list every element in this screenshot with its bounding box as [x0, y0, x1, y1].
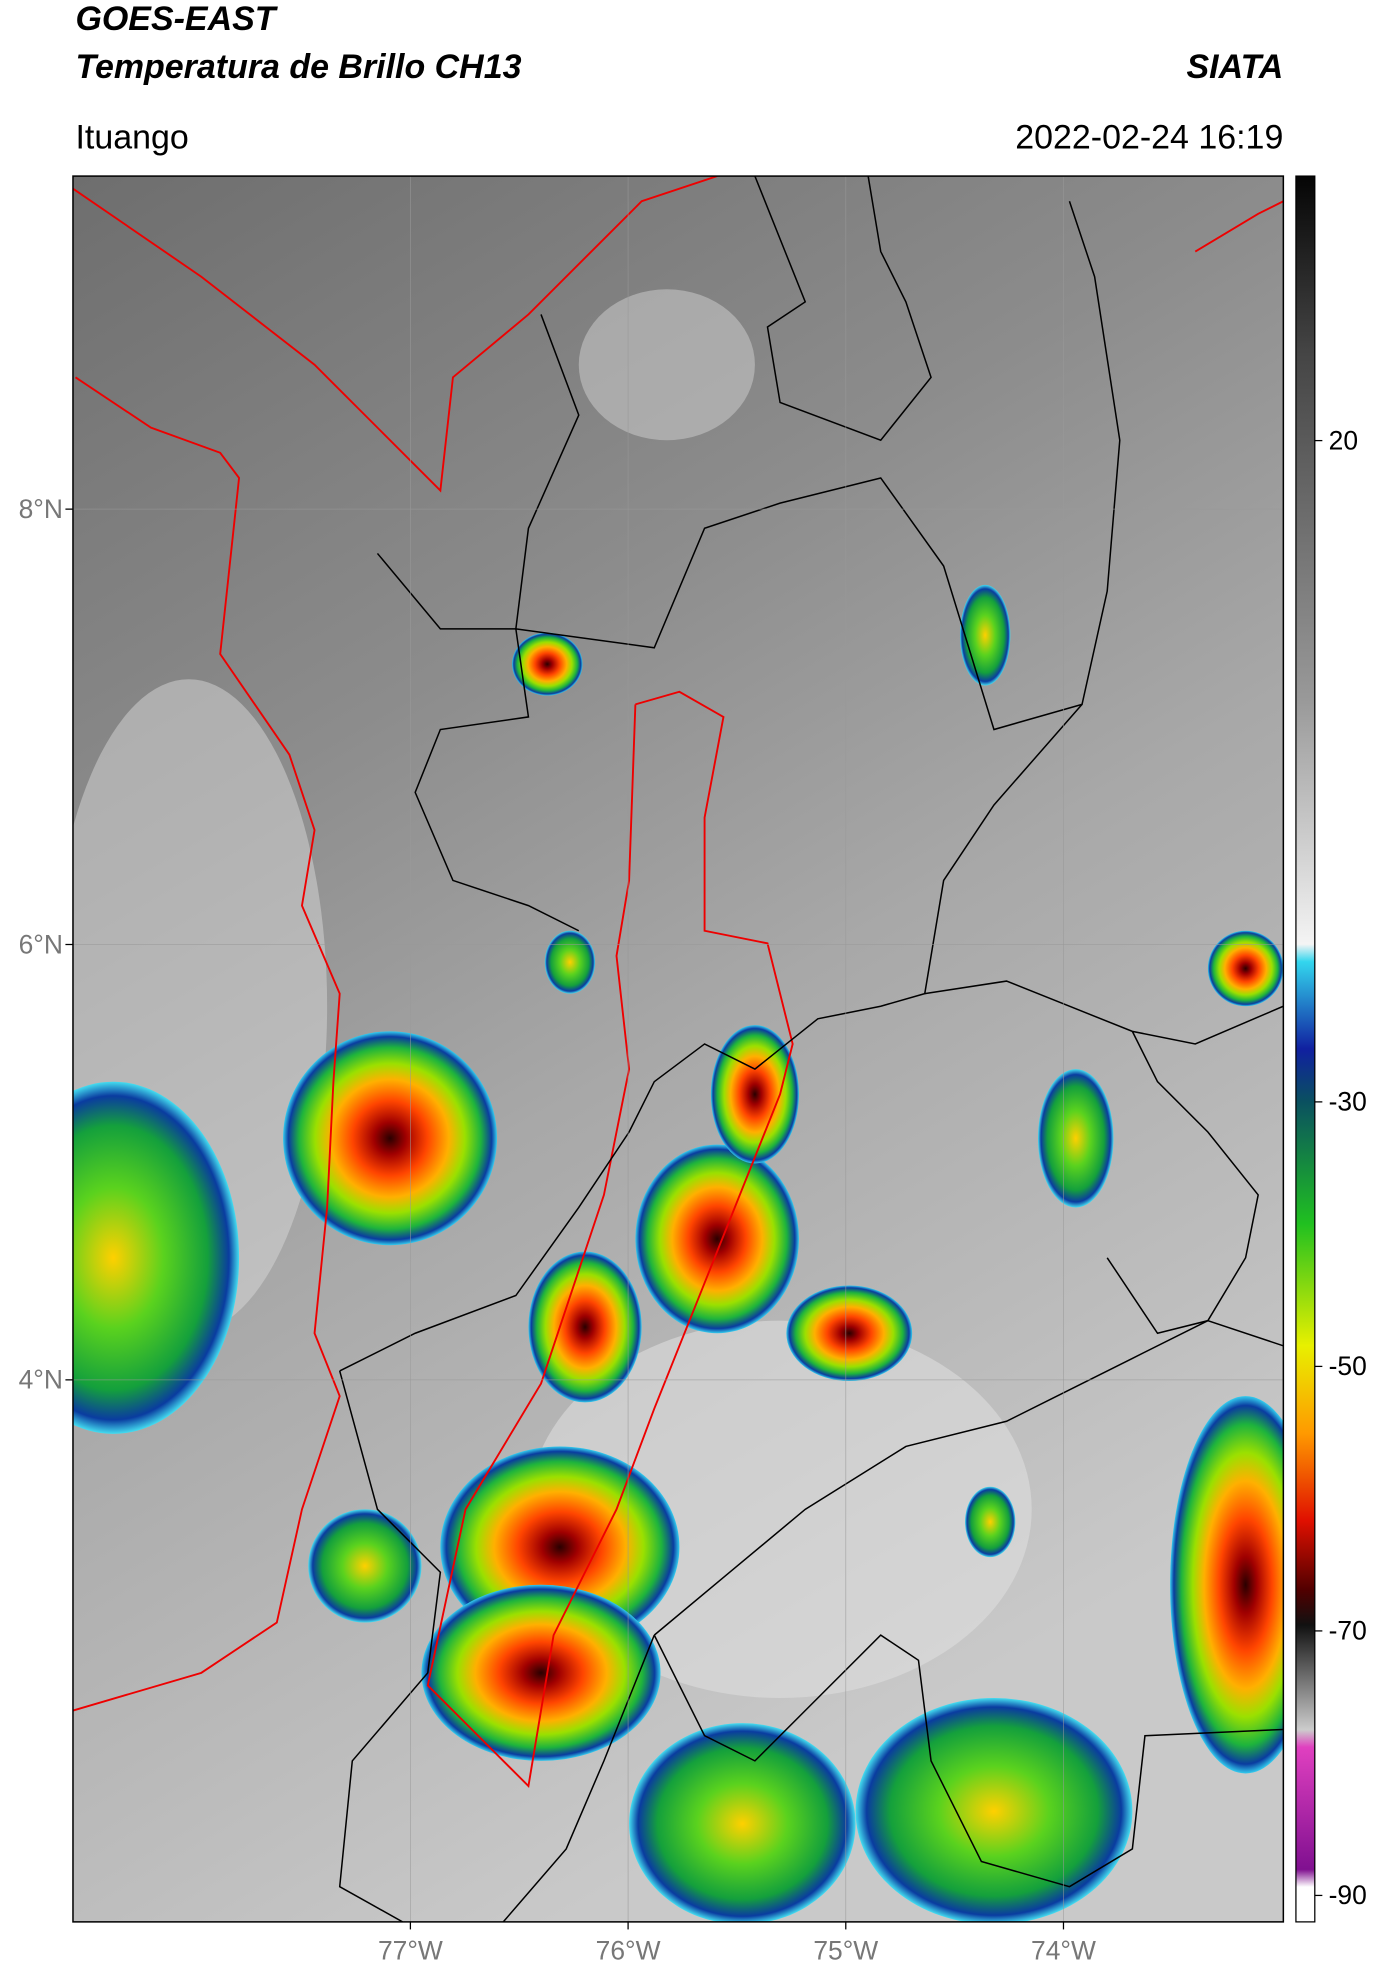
lat-tick-label: 4°N	[19, 1365, 63, 1395]
colorbar-tick-label: -90	[1329, 1880, 1367, 1910]
brand: SIATA	[1187, 48, 1284, 86]
map-image	[72, 176, 1284, 1922]
timestamp: 2022-02-24 16:19	[1015, 118, 1283, 156]
title: GOES-EAST	[75, 0, 278, 38]
lon-tick-label: 76°W	[596, 1936, 661, 1966]
colorbar-tick-label: -30	[1329, 1087, 1367, 1117]
lon-tick-label: 77°W	[378, 1936, 443, 1966]
location: Ituango	[75, 118, 188, 156]
subtitle: Temperatura de Brillo CH13	[75, 48, 521, 86]
graticule	[72, 176, 1284, 1922]
colorbar-tick-label: -50	[1329, 1351, 1367, 1381]
lon-tick-label: 75°W	[813, 1936, 878, 1966]
lat-tick-label: 8°N	[19, 494, 63, 524]
map-frame	[72, 175, 1285, 1923]
lon-tick-label: 74°W	[1031, 1936, 1096, 1966]
colorbar-tick-label: -70	[1329, 1616, 1367, 1646]
colorbar-tick-label: 20	[1329, 425, 1358, 455]
lat-tick-label: 6°N	[19, 929, 63, 959]
colorbar	[1295, 175, 1316, 1923]
